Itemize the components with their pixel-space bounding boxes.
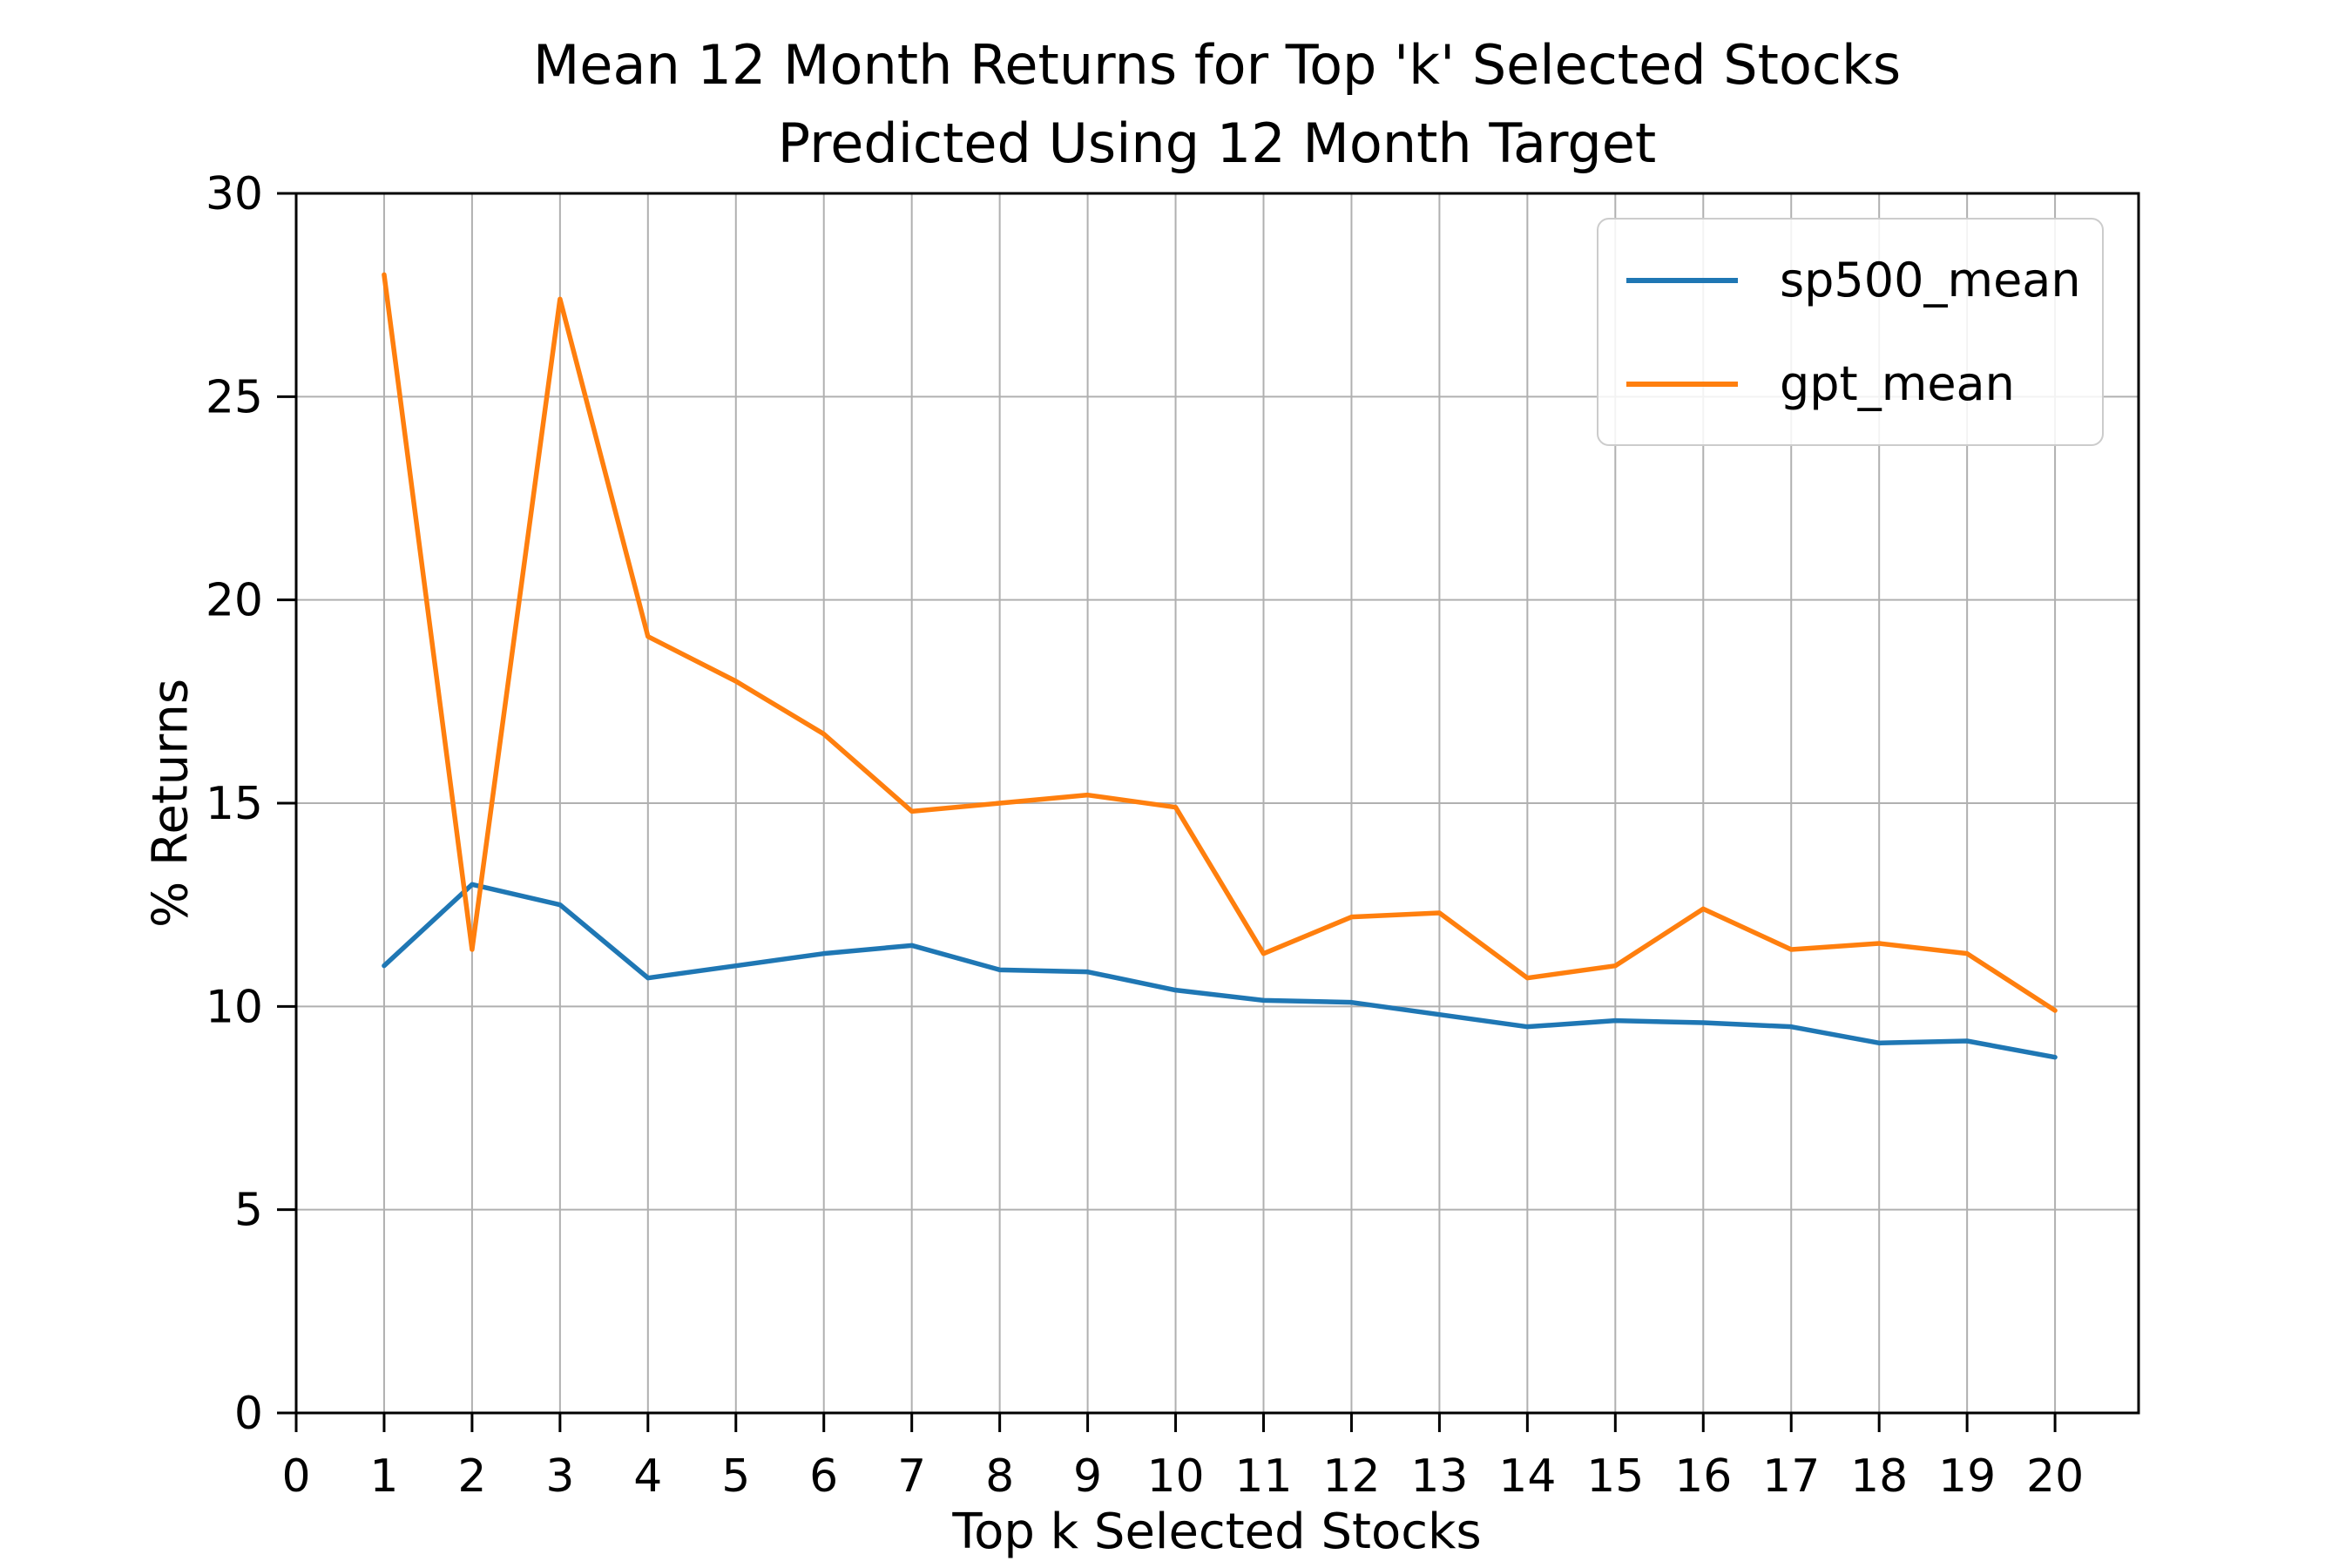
x-tick-label: 7 <box>897 1450 926 1503</box>
gpt-mean-line <box>382 272 2058 1013</box>
x-tick-label: 17 <box>1762 1450 1820 1503</box>
x-tick-label: 10 <box>1146 1450 1204 1503</box>
x-tick-label: 8 <box>985 1450 1014 1503</box>
legend-entry-gpt: gpt_mean <box>1626 356 2085 411</box>
x-tick-label: 15 <box>1586 1450 1644 1503</box>
x-tick-label: 4 <box>633 1450 662 1503</box>
legend-box: sp500_mean gpt_mean <box>1597 218 2104 446</box>
x-tick-label: 13 <box>1410 1450 1468 1503</box>
legend-label-sp500: sp500_mean <box>1780 253 2081 308</box>
gpt-line-swatch <box>1626 381 1738 387</box>
y-tick-label: 25 <box>206 371 263 423</box>
y-tick-label: 0 <box>234 1388 263 1440</box>
x-tick-label: 5 <box>721 1450 750 1503</box>
legend-label-gpt: gpt_mean <box>1780 356 2015 411</box>
legend-entry-sp500: sp500_mean <box>1626 253 2085 308</box>
x-tick-label: 9 <box>1073 1450 1102 1503</box>
x-tick-label: 2 <box>457 1450 486 1503</box>
y-tick-label: 5 <box>234 1185 263 1237</box>
x-tick-label: 14 <box>1498 1450 1556 1503</box>
x-tick-label: 11 <box>1234 1450 1292 1503</box>
sp500-mean-line <box>382 882 2058 1060</box>
y-tick-label: 15 <box>206 778 263 830</box>
x-tick-label: 6 <box>809 1450 838 1503</box>
x-axis-label: Top k Selected Stocks <box>952 1504 1482 1560</box>
sp500-line-swatch <box>1626 277 1738 283</box>
chart-title: Mean 12 Month Returns for Top 'k' Select… <box>532 33 1902 175</box>
x-tick-label: 18 <box>1850 1450 1908 1503</box>
x-tick-label: 1 <box>369 1450 398 1503</box>
y-axis-label: % Returns <box>142 678 199 929</box>
x-tick-label: 3 <box>545 1450 574 1503</box>
y-tick-label: 10 <box>206 981 263 1033</box>
x-tick-label: 19 <box>1938 1450 1996 1503</box>
x-tick-label: 20 <box>2026 1450 2084 1503</box>
x-tick-label: 12 <box>1322 1450 1380 1503</box>
x-tick-label: 16 <box>1674 1450 1732 1503</box>
y-tick-label: 20 <box>206 575 263 627</box>
x-tick-label: 0 <box>281 1450 310 1503</box>
y-tick-label: 30 <box>206 168 263 220</box>
